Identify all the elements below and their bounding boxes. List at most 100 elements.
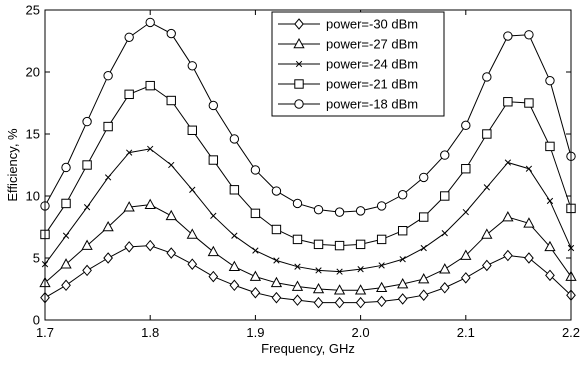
data-point xyxy=(208,100,219,111)
data-point xyxy=(229,279,240,292)
data-point xyxy=(523,217,535,228)
data-point xyxy=(355,239,366,250)
data-point xyxy=(103,252,113,264)
data-point xyxy=(168,161,175,169)
data-point xyxy=(460,249,472,260)
y-tick-label: 10 xyxy=(26,189,40,204)
legend-label: power=-18 dBm xyxy=(326,97,418,112)
data-point xyxy=(524,30,534,40)
legend-label: power=-30 dBm xyxy=(326,17,418,32)
data-point xyxy=(61,162,71,173)
data-point xyxy=(313,296,324,309)
data-point xyxy=(208,270,219,283)
data-point xyxy=(62,232,70,239)
data-point xyxy=(315,267,322,274)
data-point xyxy=(270,276,283,288)
data-point xyxy=(378,262,385,269)
data-point xyxy=(207,245,219,257)
data-point xyxy=(291,280,304,291)
data-point xyxy=(126,149,133,156)
data-point xyxy=(250,165,261,175)
data-point xyxy=(271,291,282,304)
legend-marker xyxy=(293,37,305,49)
x-tick-label: 2.1 xyxy=(457,325,475,340)
series-diamond xyxy=(40,239,576,309)
data-point xyxy=(376,295,387,308)
data-point xyxy=(252,247,259,254)
series-x xyxy=(41,145,575,275)
data-point xyxy=(524,252,534,264)
data-point xyxy=(145,239,156,252)
data-point xyxy=(481,228,493,239)
y-tick-label: 25 xyxy=(26,3,40,18)
data-point xyxy=(502,211,514,222)
x-tick-label: 1.7 xyxy=(36,325,54,340)
data-point xyxy=(355,206,366,216)
data-point xyxy=(544,240,556,252)
data-point xyxy=(250,208,261,219)
data-point xyxy=(482,72,492,82)
data-point xyxy=(440,150,450,160)
legend-marker xyxy=(294,99,304,109)
data-point xyxy=(357,266,364,273)
data-point xyxy=(61,279,71,292)
data-point xyxy=(439,281,450,294)
legend-label: power=-27 dBm xyxy=(326,37,418,52)
legend-label: power=-21 dBm xyxy=(326,77,418,92)
data-point xyxy=(166,28,176,39)
data-point xyxy=(187,125,197,135)
data-point xyxy=(418,273,430,284)
data-point xyxy=(376,234,387,245)
data-point xyxy=(313,204,324,215)
data-point xyxy=(124,241,135,253)
data-point xyxy=(250,286,261,299)
legend-label: power=-24 dBm xyxy=(326,57,418,72)
data-point xyxy=(294,263,301,270)
data-point xyxy=(312,282,325,294)
data-point xyxy=(336,268,343,275)
data-point xyxy=(145,17,155,28)
data-point xyxy=(334,240,345,251)
legend-entry: power=-24 dBm xyxy=(278,57,418,72)
data-point xyxy=(249,270,262,281)
data-point xyxy=(313,239,324,250)
data-point xyxy=(418,289,429,301)
series-line xyxy=(44,204,572,291)
x-tick-label: 2.0 xyxy=(352,325,370,340)
y-tick-label: 15 xyxy=(26,127,40,142)
data-point xyxy=(271,224,282,235)
x-tick-label: 1.8 xyxy=(141,325,159,340)
series-line xyxy=(44,245,572,304)
data-point xyxy=(271,186,282,196)
data-point xyxy=(420,244,427,252)
data-point xyxy=(355,296,366,309)
data-point xyxy=(166,95,176,106)
data-point xyxy=(461,120,471,131)
data-point xyxy=(81,239,93,250)
data-point xyxy=(546,197,554,205)
series-line xyxy=(44,148,572,273)
legend-entry: power=-30 dBm xyxy=(278,17,418,32)
x-tick-label: 2.2 xyxy=(562,325,580,340)
data-point xyxy=(292,294,303,306)
data-point xyxy=(273,257,280,264)
data-point xyxy=(375,281,388,293)
data-point xyxy=(82,160,92,170)
data-point xyxy=(210,212,217,219)
data-point xyxy=(103,121,113,132)
data-point xyxy=(481,259,492,272)
data-point xyxy=(82,116,92,127)
data-point xyxy=(166,247,177,259)
data-point xyxy=(545,269,555,282)
y-tick-label: 5 xyxy=(33,251,40,266)
data-point xyxy=(441,230,448,237)
data-point xyxy=(524,98,534,108)
data-point xyxy=(482,129,492,139)
data-point xyxy=(334,207,345,217)
data-point xyxy=(189,186,196,193)
data-point xyxy=(397,293,408,305)
data-point xyxy=(165,209,177,221)
data-point xyxy=(462,208,469,216)
x-tick-label: 1.9 xyxy=(246,325,264,340)
